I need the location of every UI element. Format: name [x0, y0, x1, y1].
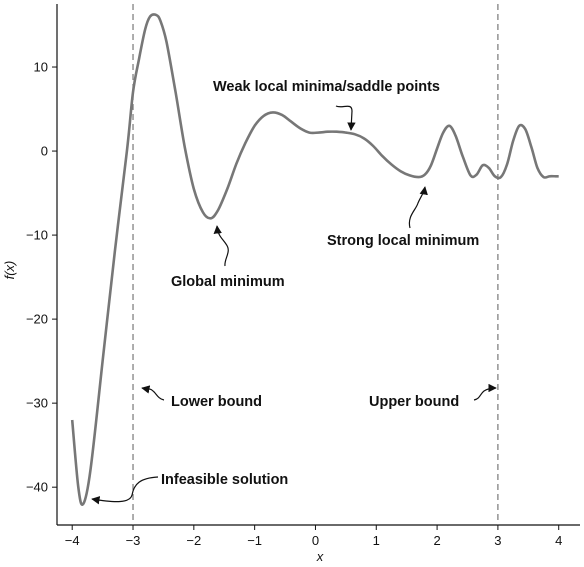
- global-minimum-arrow: [213, 225, 229, 267]
- strong-local-minimum-arrow: [408, 186, 428, 229]
- weak-local-minima-arrow: [335, 105, 356, 131]
- upper-bound-arrow: [473, 383, 497, 401]
- x-tick-label: 0: [312, 533, 319, 548]
- y-tick-label: −40: [26, 480, 48, 495]
- lower-bound-arrow: [141, 385, 165, 401]
- x-tick-label: −3: [126, 533, 141, 548]
- x-tick-label: −4: [65, 533, 80, 548]
- x-tick-label: 2: [433, 533, 440, 548]
- y-tick-label: −20: [26, 312, 48, 327]
- y-axis-label: f(x): [2, 261, 17, 280]
- x-tick-label: 3: [494, 533, 501, 548]
- x-tick-label: 1: [373, 533, 380, 548]
- infeasible-solution-arrow: [91, 476, 159, 505]
- strong-local-minimum-label: Strong local minimum: [327, 233, 479, 249]
- weak-local-minima-label: Weak local minima/saddle points: [213, 79, 440, 95]
- x-tick-label: 4: [555, 533, 562, 548]
- x-tick-label: −2: [186, 533, 201, 548]
- infeasible-solution-label: Infeasible solution: [161, 472, 288, 488]
- y-tick-label: 0: [41, 144, 48, 159]
- y-tick-label: 10: [34, 60, 48, 75]
- upper-bound-label: Upper bound: [369, 394, 459, 410]
- function-curve: [70, 13, 559, 506]
- global-minimum-label: Global minimum: [171, 274, 285, 290]
- lower-bound-label: Lower bound: [171, 394, 262, 410]
- x-tick-label: −1: [247, 533, 262, 548]
- x-axis-label: x: [316, 549, 324, 564]
- y-tick-label: −30: [26, 396, 48, 411]
- y-tick-label: −10: [26, 228, 48, 243]
